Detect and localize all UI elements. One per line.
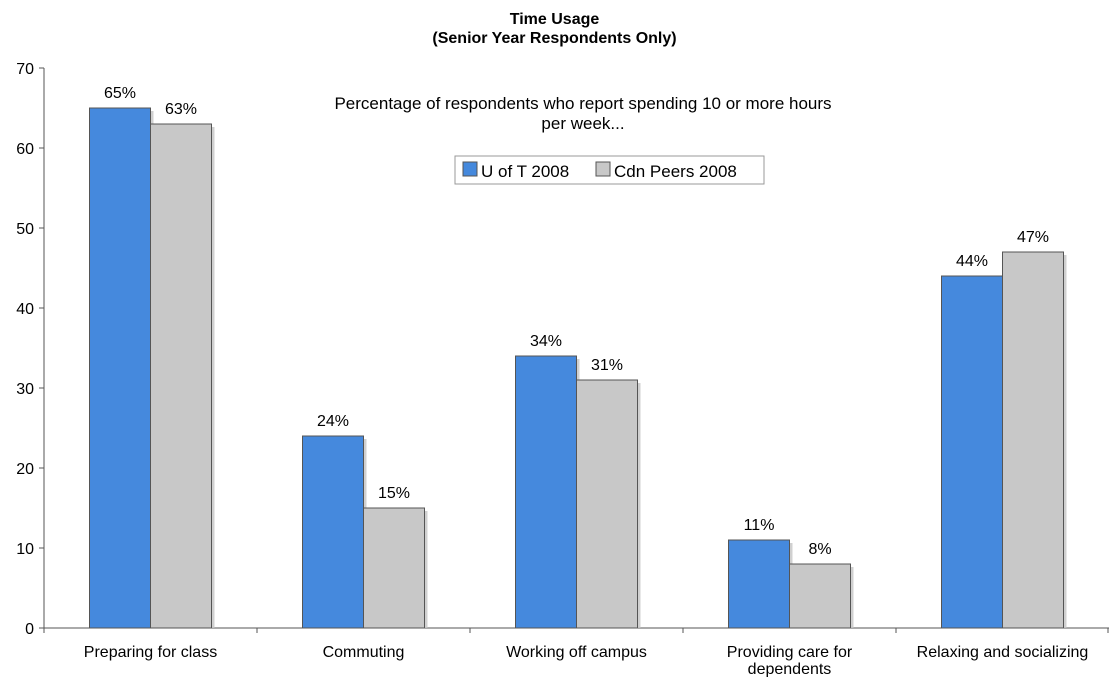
bar xyxy=(789,563,851,629)
bar xyxy=(150,123,212,629)
chart-title: Time Usage xyxy=(509,11,600,28)
y-tick-label: 50 xyxy=(16,221,34,238)
data-label: 24% xyxy=(317,413,349,430)
y-tick-label: 40 xyxy=(16,301,34,318)
data-label: 15% xyxy=(378,485,410,502)
data-label: 31% xyxy=(591,357,623,374)
x-tick-label: Relaxing and socializing xyxy=(917,644,1089,661)
x-tick-label: Providing care for xyxy=(727,644,853,661)
legend-label: U of T 2008 xyxy=(481,162,569,181)
legend-swatch xyxy=(462,161,478,177)
x-tick-label: Preparing for class xyxy=(84,644,217,661)
y-tick-label: 70 xyxy=(16,61,34,78)
bar xyxy=(89,107,151,629)
bar xyxy=(941,275,1003,629)
data-label: 65% xyxy=(104,85,136,102)
y-tick-label: 30 xyxy=(16,381,34,398)
data-label: 34% xyxy=(530,333,562,350)
chart-subtitle: (Senior Year Respondents Only) xyxy=(432,30,677,47)
y-tick-label: 20 xyxy=(16,461,34,478)
x-tick-label: dependents xyxy=(748,661,832,677)
data-label: 47% xyxy=(1017,229,1049,246)
bar xyxy=(1002,251,1064,629)
bar xyxy=(515,355,577,629)
data-label: 8% xyxy=(808,541,831,558)
chart-annotation: per week... xyxy=(541,114,624,133)
y-tick-label: 10 xyxy=(16,541,34,558)
chart-annotation: Percentage of respondents who report spe… xyxy=(334,94,831,113)
data-label: 11% xyxy=(744,517,775,534)
legend-label: Cdn Peers 2008 xyxy=(614,162,737,181)
y-tick-label: 60 xyxy=(16,141,34,158)
data-label: 44% xyxy=(956,253,988,270)
bar xyxy=(728,539,790,629)
legend-swatch xyxy=(595,161,611,177)
data-label: 63% xyxy=(165,101,197,118)
bar xyxy=(302,435,364,629)
bar xyxy=(363,507,425,629)
x-tick-label: Working off campus xyxy=(506,644,647,661)
bar xyxy=(576,379,638,629)
y-tick-label: 0 xyxy=(25,621,34,638)
x-tick-label: Commuting xyxy=(323,644,405,661)
